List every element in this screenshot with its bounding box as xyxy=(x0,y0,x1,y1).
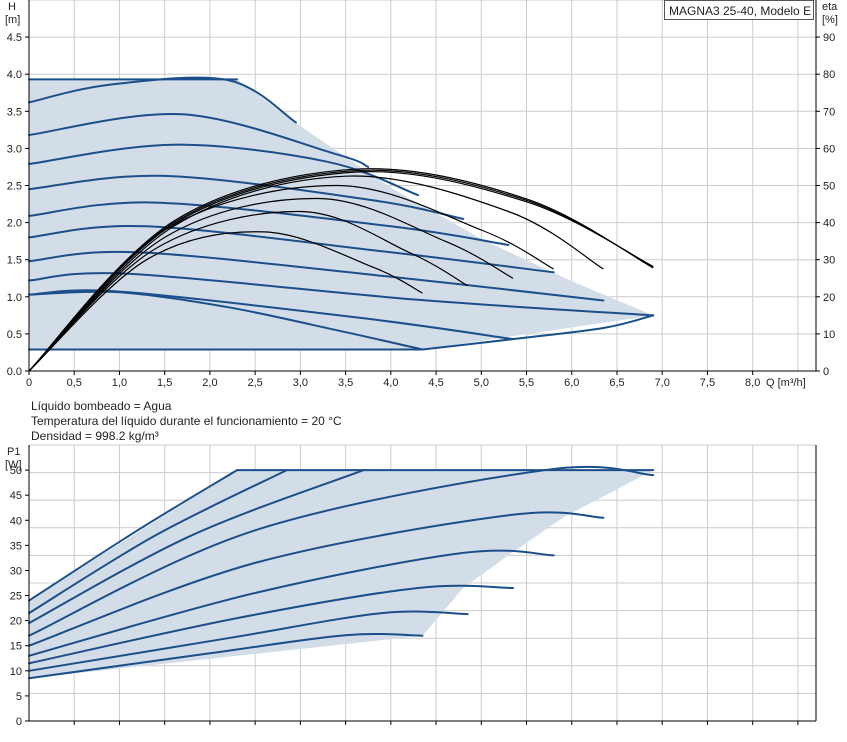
head-curve-12 xyxy=(28,290,424,351)
eta-y-tick-label: 70 xyxy=(823,106,835,118)
head-curve-2 xyxy=(28,76,297,124)
efficiency-curve-4 xyxy=(28,175,604,372)
efficiency-curve-6 xyxy=(28,197,514,372)
head-x-tick-label: 4,5 xyxy=(428,377,443,389)
power-y-unit: [W] xyxy=(5,459,22,471)
power-y-tick-label: 25 xyxy=(10,591,22,603)
power-y-tick-label: 0 xyxy=(16,716,22,728)
head-curve-10 xyxy=(28,289,514,341)
head-y-unit: [m] xyxy=(5,14,20,26)
power-y-tick-label: 35 xyxy=(10,540,22,552)
power-y-tick-label: 45 xyxy=(10,490,22,502)
head-x-tick-label: 0,5 xyxy=(67,377,82,389)
head-y-tick-label: 0.5 xyxy=(7,329,22,341)
power-panel: 0 5 10 15 20 25 30 35 40 45 50 P1[W] xyxy=(5,444,817,728)
info-temperature: Temperatura del líquido durante el funci… xyxy=(31,414,342,428)
head-x-tick-label: 7,5 xyxy=(700,377,715,389)
eta-y-tick-label: 0 xyxy=(823,366,829,378)
head-x-tick-label: 8,0 xyxy=(745,377,760,389)
power-y-tick-label: 15 xyxy=(10,641,22,653)
power-y-tick-label: 10 xyxy=(10,666,22,678)
power-curve-9 xyxy=(28,610,469,672)
head-x-tick-label: 2,0 xyxy=(202,377,217,389)
head-y-tick-label: 3.5 xyxy=(7,106,22,118)
head-x-tick-label: 3,0 xyxy=(293,377,308,389)
head-panel: 0.0 0.5 1.0 1.5 2.0 2.5 3.0 3.5 4.0 4.5 0 10 20 30 40 5… xyxy=(5,0,838,389)
model-label-box: MAGNA3 25-40, Modelo E xyxy=(664,0,814,20)
model-label: MAGNA3 25-40, Modelo E xyxy=(669,4,812,18)
head-curve-5 xyxy=(28,174,465,220)
efficiency-curve-1 xyxy=(28,169,654,372)
head-x-tick-label: 2,5 xyxy=(248,377,263,389)
info-density: Densidad = 998.2 kg/m³ xyxy=(31,429,159,443)
head-curve-9 xyxy=(28,272,655,317)
eta-y-tick-label: 30 xyxy=(823,255,835,267)
efficiency-curve-8 xyxy=(28,231,423,372)
head-curve-4 xyxy=(28,143,419,197)
power-y-tick-label: 20 xyxy=(10,616,22,628)
eta-y-tick-label: 90 xyxy=(823,32,835,44)
head-x-tick-label: 1,0 xyxy=(112,377,127,389)
head-envelope xyxy=(29,79,654,350)
head-x-tick-label: 0 xyxy=(26,377,32,389)
power-y-tick-label: 40 xyxy=(10,515,22,527)
head-x-tick-label: 1,5 xyxy=(157,377,172,389)
power-curve-3 xyxy=(28,469,288,615)
head-curve-7 xyxy=(28,224,555,274)
head-x-tick-label: 3,5 xyxy=(338,377,353,389)
head-y-tick-label: 1.5 xyxy=(7,255,22,267)
power-y-tick-label: 5 xyxy=(16,691,22,703)
power-curve-1 xyxy=(28,469,239,602)
power-y-tick-label: 50 xyxy=(10,465,22,477)
head-x-tick-label: 6,5 xyxy=(609,377,624,389)
power-curve-6 xyxy=(28,511,605,647)
power-curve-10 xyxy=(28,633,424,680)
head-curve-3 xyxy=(28,112,370,168)
head-x-tick-label: 4,0 xyxy=(383,377,398,389)
power-curve-5 xyxy=(28,465,655,637)
head-curve-8 xyxy=(28,250,605,302)
head-x-tick-label: 5,5 xyxy=(519,377,534,389)
head-y-tick-label: 4.5 xyxy=(7,32,22,44)
head-y-tick-label: 3.0 xyxy=(7,143,22,155)
efficiency-curve-5 xyxy=(28,184,554,372)
head-y-tick-label: 0.0 xyxy=(7,366,22,378)
power-curve-8 xyxy=(28,584,514,665)
head-x-tick-label: 7,0 xyxy=(655,377,670,389)
head-curve-13 xyxy=(421,314,655,351)
head-x-label: Q [m³/h] xyxy=(766,377,806,389)
info-liquid: Líquido bombeado = Agua xyxy=(31,399,172,413)
eta-y-tick-label: 20 xyxy=(823,292,835,304)
eta-y-tick-label: 40 xyxy=(823,218,835,230)
eta-y-unit: [%] xyxy=(822,14,838,26)
eta-y-label: eta xyxy=(822,1,838,13)
head-y-tick-label: 1.0 xyxy=(7,292,22,304)
head-curve-6 xyxy=(28,201,510,246)
efficiency-curve-2 xyxy=(28,171,654,372)
efficiency-curve-7 xyxy=(28,210,468,372)
head-x-tick-label: 6,0 xyxy=(564,377,579,389)
head-y-tick-label: 4.0 xyxy=(7,69,22,81)
eta-y-tick-label: 50 xyxy=(823,181,835,193)
power-curve-4 xyxy=(28,469,365,625)
power-y-tick-label: 30 xyxy=(10,565,22,577)
power-y-label: P1 xyxy=(7,446,20,458)
head-y-tick-label: 2.5 xyxy=(7,181,22,193)
head-y-tick-label: 2.0 xyxy=(7,218,22,230)
eta-y-tick-label: 60 xyxy=(823,143,835,155)
eta-y-tick-label: 80 xyxy=(823,69,835,81)
head-x-tick-label: 5,0 xyxy=(474,377,489,389)
head-y-label: H xyxy=(8,1,16,13)
eta-y-tick-label: 10 xyxy=(823,329,835,341)
power-curve-7 xyxy=(28,549,555,657)
